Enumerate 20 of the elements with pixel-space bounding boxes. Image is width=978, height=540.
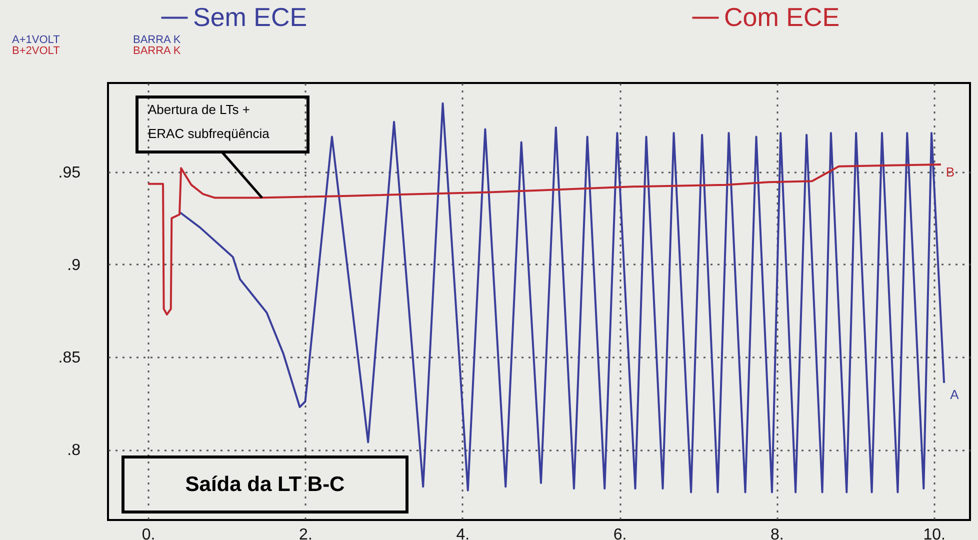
annotation: A xyxy=(950,386,960,402)
annotation: B xyxy=(946,164,955,180)
text: BARRA K xyxy=(133,45,182,57)
legend-label: Com ECE xyxy=(724,2,840,32)
y-tick-label: .9 xyxy=(67,256,81,274)
annotation: Saída da LT B-C xyxy=(185,473,345,496)
annotation: Abertura de LTs + ERAC subfreqüência xyxy=(148,102,270,141)
x-tick-label: 4. xyxy=(456,526,470,540)
y-tick-label: .8 xyxy=(67,442,81,460)
x-tick-label: 2. xyxy=(299,526,312,540)
y-tick-label: .95 xyxy=(58,164,81,182)
text: A+1VOLT xyxy=(12,34,60,46)
legend-label: Sem ECE xyxy=(193,2,308,32)
x-tick-label: 6. xyxy=(613,526,627,540)
x-tick-label: 10. xyxy=(923,526,946,540)
text: B+2VOLT xyxy=(12,45,60,57)
x-tick-label: 8. xyxy=(770,526,784,540)
text: BARRA K xyxy=(133,34,182,46)
y-tick-label: .85 xyxy=(58,350,81,367)
x-tick-label: 0. xyxy=(142,526,156,540)
